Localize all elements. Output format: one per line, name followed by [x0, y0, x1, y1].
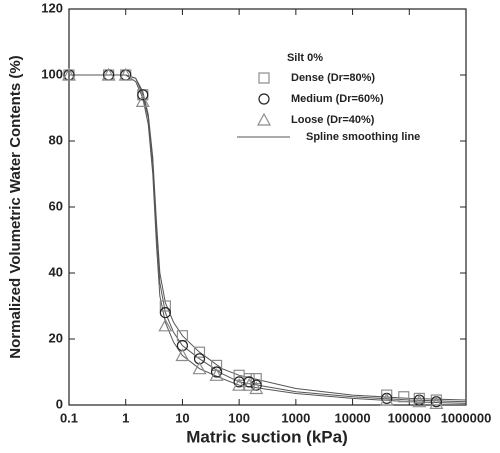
data-point: [135, 94, 150, 107]
x-tick-label: 0.1: [60, 410, 78, 425]
data-point: [192, 361, 207, 375]
x-tick-label: 100000: [388, 410, 431, 425]
x-tick-label: 1000: [281, 410, 310, 425]
y-tick-label: 40: [49, 264, 63, 279]
data-point: [242, 377, 257, 391]
data-point: [159, 300, 171, 312]
x-axis-label: Matric suction (kPa): [186, 427, 348, 446]
y-axis-label: Normalized Volumetric Water Contents (%): [7, 55, 24, 358]
data-point: [209, 368, 224, 381]
x-tick-label: 1: [122, 410, 129, 425]
legend-title: Silt 0%: [287, 52, 323, 64]
data-point: [243, 373, 255, 385]
y-tick-label: 0: [56, 396, 63, 411]
data-point: [412, 394, 427, 408]
data-point: [210, 366, 223, 378]
y-tick-label: 60: [49, 198, 63, 213]
data-point: [232, 377, 247, 391]
x-tick-label: 10000: [334, 410, 370, 425]
legend-marker: [258, 72, 270, 84]
legend-label: Dense (Dr=80%): [291, 72, 375, 84]
legend-label: Spline smoothing line: [306, 131, 420, 143]
data-point: [429, 396, 444, 409]
spline-line: [69, 74, 467, 401]
x-tick-label: 1000000: [441, 410, 492, 425]
legend-label: Loose (Dr=40%): [291, 114, 375, 126]
data-point: [193, 346, 206, 358]
y-tick-label: 20: [49, 330, 63, 345]
data-point: [101, 67, 116, 81]
data-point: [61, 67, 77, 81]
y-tick-label: 80: [49, 132, 63, 147]
data-point: [158, 318, 173, 332]
legend-marker: [256, 112, 272, 126]
data-point: [118, 67, 133, 81]
data-point: [250, 379, 262, 391]
data-point: [243, 376, 255, 388]
x-tick-label: 10: [175, 410, 189, 425]
data-point: [379, 392, 394, 406]
y-tick-label: 120: [41, 0, 63, 15]
data-point: [398, 391, 410, 403]
data-point: [249, 381, 264, 395]
data-point: [159, 307, 171, 319]
legend-marker: [258, 93, 270, 105]
x-tick-label: 100: [228, 410, 250, 425]
data-point: [381, 389, 393, 401]
spline-line: [69, 74, 467, 403]
y-tick-label: 100: [41, 66, 63, 81]
spline-line: [69, 74, 467, 404]
data-point: [175, 348, 190, 362]
data-point: [137, 89, 149, 101]
legend-label: Medium (Dr=60%): [291, 93, 384, 105]
plot-frame: [68, 8, 467, 406]
